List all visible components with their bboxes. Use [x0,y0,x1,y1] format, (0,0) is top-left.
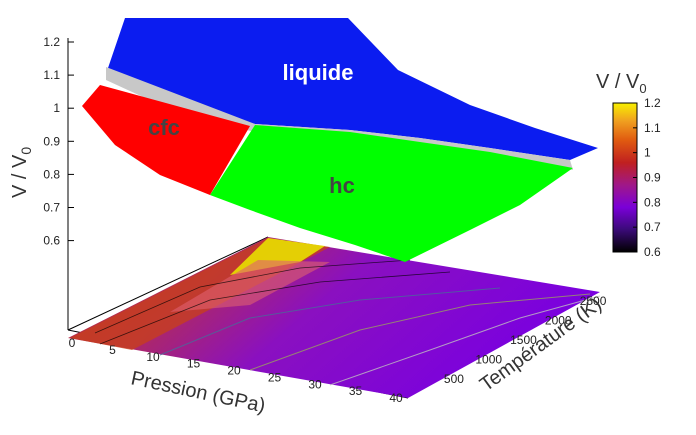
colorbar-title-main: V / V [596,71,640,93]
region-cfc-surface [82,85,250,195]
contour-floor [68,237,601,398]
z-axis-tick-label: 1.1 [43,68,60,82]
colorbar-tick-label: 1.1 [644,121,661,135]
region-liquide-surface [108,18,598,160]
y-axis-tick-label: 2500 [580,294,607,308]
colorbar-tick-label: 1.2 [644,96,661,110]
z-axis-tick-label: 0.7 [43,201,60,215]
y-axis-tick-label: 500 [444,372,464,386]
x-axis-tick-label: 0 [69,336,76,350]
z-axis-tick-label: 1 [53,101,60,115]
y-axis-tick-label: 1000 [475,353,502,367]
gap-band [106,67,573,170]
z-axis-tick-label: 0.8 [43,167,60,181]
colorbar-tick-label: 1 [644,146,651,160]
region-label-hc: hc [329,173,355,198]
region-hc-surface [210,125,573,262]
region-label-cfc: cfc [148,115,180,140]
colorbar-title: V / V0 [596,71,647,96]
y-axis-tick-label: 2000 [545,313,572,327]
contour-line [99,271,451,345]
x-axis-tick-label: 20 [227,364,241,378]
colorbar-tick-label: 0.7 [644,220,661,234]
colorbar-ticks: 1.2 1.1 1 0.9 0.8 0.7 0.6 [633,96,661,259]
contour-line [249,293,591,371]
contour-line [159,287,501,356]
colorbar-tick-label: 0.8 [644,195,661,209]
phase-surfaces: liquide cfc hc [82,18,598,262]
base-left-edge [67,236,269,331]
z-axis-title-sub: 0 [18,147,34,155]
x-axis-tick-label: 15 [187,357,201,371]
y-axis-ticks: 500 1000 1500 2000 2500 [444,294,607,386]
colorbar-tick-label: 0.6 [644,245,661,259]
x-axis-tick-label: 5 [109,343,116,357]
x-axis-title: Pression (GPa) [129,367,267,417]
x-axis-tick-label: 40 [389,391,403,405]
floor-pink-band [170,260,330,312]
x-axis-tick-label: 35 [349,384,363,398]
z-axis-tick-label: 1.2 [43,35,60,49]
z-axis-title: V / V0 [9,147,34,198]
x-axis-ticks: 0 5 10 15 20 25 30 35 40 [69,336,403,405]
colorbar-tick-label: 0.9 [644,171,661,185]
z-axis-title-main: V / V [9,154,31,198]
contour-line [94,259,411,334]
colorbar: V / V0 1.2 1.1 1 0.9 0.8 0.7 0.6 [596,71,661,259]
region-label-liquide: liquide [283,60,354,85]
x-axis-tick-label: 25 [268,370,282,384]
colorbar-title-sub: 0 [639,81,646,96]
x-axis-tick-label: 30 [308,377,322,391]
z-axis-tick-label: 0.9 [43,134,60,148]
z-axis-ticks: 0.6 0.7 0.8 0.9 1 1.1 1.2 [43,35,74,248]
contour-line [329,295,601,386]
z-axis-tick-label: 0.6 [43,234,60,248]
x-axis-tick-label: 10 [146,350,160,364]
y-axis-tick-label: 1500 [510,333,537,347]
